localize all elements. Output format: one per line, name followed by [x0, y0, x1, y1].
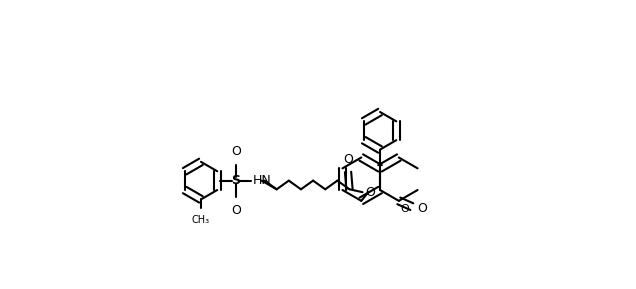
Text: O: O — [417, 202, 427, 214]
Text: O: O — [232, 204, 242, 217]
Text: O: O — [366, 186, 375, 199]
Text: O: O — [232, 144, 242, 158]
Text: CH₃: CH₃ — [192, 215, 210, 225]
Text: HN: HN — [253, 174, 272, 187]
Text: O: O — [400, 204, 409, 214]
Text: S: S — [231, 174, 240, 187]
Text: O: O — [343, 153, 353, 166]
